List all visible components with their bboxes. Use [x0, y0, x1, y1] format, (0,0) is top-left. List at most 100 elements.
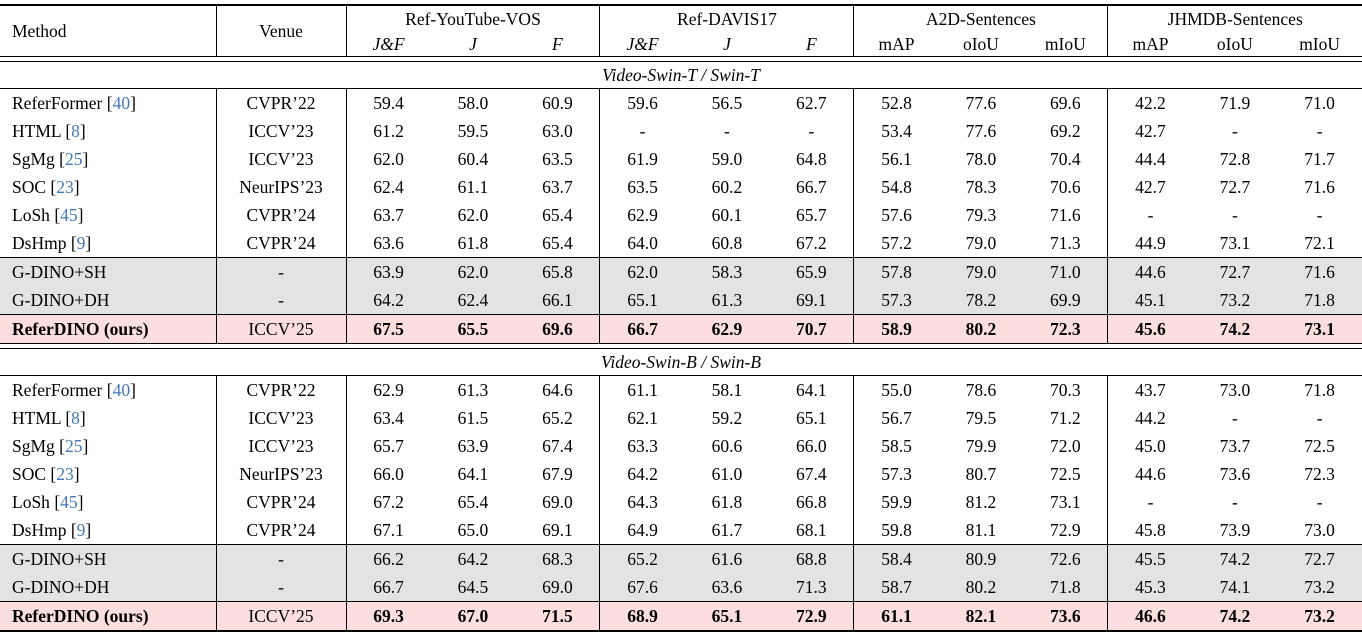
metric-cell: 78.6 — [965, 379, 997, 400]
metric-cell: 45.3 — [1107, 573, 1193, 602]
table-row: LoSh [45] CVPR’24 63.7 62.0 65.4 62.9 60.1 65.7… — [0, 201, 1362, 229]
method-name: DsHmp — [12, 232, 67, 253]
metric-cell: 71.0 — [1023, 257, 1108, 286]
metric-cell: 79.0 — [938, 257, 1024, 286]
method-cell: SOC [23] — [12, 463, 80, 484]
metric-cell: 64.9 — [599, 516, 685, 545]
metric-cell: 78.2 — [938, 286, 1024, 315]
metric-cell: 67.4 — [542, 435, 573, 456]
method-cell: ReferDINO (ours) — [0, 601, 216, 631]
metric-cell: 74.1 — [1192, 573, 1278, 602]
metric-cell: 69.1 — [769, 286, 854, 315]
method-cell: HTML [8] — [12, 120, 86, 141]
metric-cell: 61.1 — [853, 601, 939, 631]
metric-cell: 69.2 — [1050, 120, 1081, 141]
metric-cell: 66.1 — [515, 286, 600, 315]
metric-cell: 67.6 — [599, 573, 685, 602]
venue-cell: ICCV’23 — [215, 432, 346, 460]
metric-cell: 64.0 — [599, 229, 685, 258]
metric-cell: 70.4 — [1050, 148, 1081, 169]
group-header-a2d-sentences: A2D-Sentences — [853, 5, 1108, 32]
section-title: Video-Swin-B / Swin-B — [0, 348, 1362, 376]
metric-cell: 71.6 — [1304, 176, 1335, 197]
metric-cell: 61.3 — [457, 379, 489, 400]
metric-cell: 53.4 — [853, 117, 939, 145]
metric-cell: 74.2 — [1192, 544, 1278, 573]
method-cell: G-DINO+SH — [0, 544, 216, 573]
metric-cell: 57.6 — [853, 201, 939, 229]
citation-link[interactable]: 9 — [76, 232, 86, 253]
metric-cell: - — [1316, 407, 1323, 428]
citation-link[interactable]: 25 — [65, 148, 83, 169]
method-name: HTML — [12, 120, 61, 141]
metric-cell: 58.9 — [853, 314, 939, 344]
metric-cell: 77.6 — [965, 120, 997, 141]
metric-cell: 67.1 — [345, 516, 431, 545]
citation-link[interactable]: 45 — [60, 491, 78, 512]
method-name: SOC — [12, 176, 47, 197]
method-name: G-DINO+SH — [12, 261, 107, 282]
citation-link[interactable]: 23 — [56, 176, 74, 197]
citation-link[interactable]: 45 — [60, 204, 78, 225]
metric-cell: 65.9 — [769, 257, 854, 286]
metric-cell: - — [1316, 204, 1323, 225]
metric-cell: 67.0 — [430, 601, 516, 631]
citation-link[interactable]: 8 — [71, 407, 80, 428]
citation-link[interactable]: 8 — [71, 120, 80, 141]
metric-cell: 80.9 — [938, 544, 1024, 573]
metric-cell: 72.1 — [1304, 232, 1335, 253]
metric-cell: 61.8 — [711, 491, 743, 512]
subcolumn-header-miou: mIoU — [1299, 33, 1341, 54]
metric-cell: 62.0 — [599, 257, 685, 286]
metric-cell: 70.6 — [1050, 176, 1081, 197]
method-cell: SgMg [25] — [12, 148, 89, 169]
metric-cell: 45.6 — [1107, 314, 1193, 344]
metric-cell: 74.2 — [1192, 314, 1278, 344]
metric-cell: 59.0 — [711, 148, 743, 169]
venue-cell: ICCV’25 — [215, 314, 346, 344]
citation-link[interactable]: 40 — [112, 379, 131, 400]
venue-cell: - — [215, 286, 346, 315]
metric-cell: 65.7 — [345, 432, 431, 460]
section-title: Video-Swin-T / Swin-T — [0, 61, 1362, 89]
metric-cell: - — [1231, 204, 1238, 225]
metric-cell: 71.0 — [1304, 92, 1335, 113]
metric-cell: 63.5 — [599, 173, 685, 201]
table-row: SgMg [25] ICCV’23 62.0 60.4 63.5 61.9 59.0 64.8… — [0, 145, 1362, 173]
method-name: SgMg — [12, 148, 55, 169]
metric-cell: 64.2 — [430, 544, 516, 573]
metric-cell: 68.8 — [769, 544, 854, 573]
metric-cell: 81.2 — [965, 491, 997, 512]
method-cell: SgMg [25] — [12, 435, 89, 456]
metric-cell: - — [1107, 488, 1193, 516]
metric-cell: 60.1 — [711, 204, 743, 225]
metric-cell: 64.8 — [796, 148, 827, 169]
citation-link[interactable]: 25 — [65, 435, 83, 456]
subcolumn-header-f: F — [552, 33, 563, 54]
method-name: DsHmp — [12, 519, 67, 540]
metric-cell: 72.7 — [1192, 257, 1278, 286]
subcolumn-header-miou: mIoU — [1044, 33, 1086, 54]
subcolumn-header-oiou: oIoU — [1216, 33, 1253, 54]
metric-cell: 73.6 — [1023, 601, 1108, 631]
metric-cell: 62.0 — [457, 204, 489, 225]
table-row: ReferDINO (ours) ICCV’25 67.5 65.5 69.6 66.7 6… — [0, 314, 1362, 344]
table-row: LoSh [45] CVPR’24 67.2 65.4 69.0 64.3 61.8 66.8… — [0, 488, 1362, 516]
metric-cell: - — [724, 120, 730, 141]
citation-link[interactable]: 23 — [56, 463, 74, 484]
table-row: ReferFormer [40] CVPR’22 62.9 61.3 64.6 61.1 5… — [0, 375, 1362, 404]
metric-cell: - — [1231, 407, 1238, 428]
metric-cell: 73.6 — [1219, 463, 1251, 484]
venue-cell: - — [215, 573, 346, 602]
citation-link[interactable]: 9 — [76, 519, 86, 540]
section-header-row: Video-Swin-T / Swin-T — [0, 61, 1362, 89]
metric-cell: 69.6 — [1050, 92, 1081, 113]
venue-cell: ICCV’23 — [215, 404, 346, 432]
metric-cell: 58.1 — [711, 379, 743, 400]
metric-cell: 61.6 — [684, 544, 770, 573]
citation-link[interactable]: 40 — [112, 92, 131, 113]
metric-cell: 65.1 — [684, 601, 770, 631]
method-name: ReferFormer — [12, 92, 103, 113]
method-name: ReferFormer — [12, 379, 103, 400]
metric-cell: 63.5 — [542, 148, 573, 169]
